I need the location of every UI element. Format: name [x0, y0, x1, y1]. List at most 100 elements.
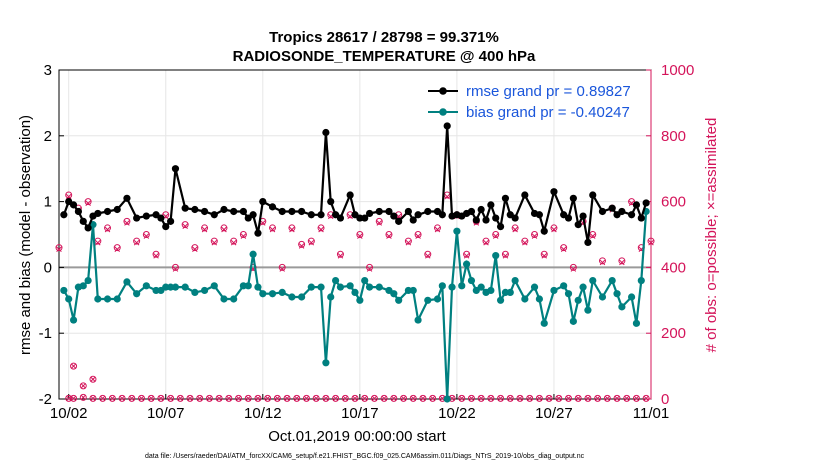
obs-x-stroke	[463, 253, 470, 259]
obs-x-stroke	[298, 243, 305, 249]
obs-assimilated-marker-low	[507, 395, 514, 402]
obs-assimilated-marker-low	[488, 395, 494, 402]
bias-point	[564, 290, 573, 298]
obs-x-stroke	[70, 395, 77, 402]
obs-x-stroke	[240, 233, 247, 239]
obs-possible-marker	[142, 231, 150, 238]
bias-point	[244, 282, 252, 290]
obs-assimilated-marker	[153, 253, 159, 259]
obs-x-stroke	[264, 395, 271, 402]
obs-possible-marker-low	[613, 394, 621, 402]
y-axis-label: rmse and bias (model - observation)	[17, 115, 34, 355]
obs-possible-marker	[404, 237, 412, 245]
obs-possible-marker	[70, 362, 78, 370]
obs-x-stroke	[619, 259, 625, 266]
obs-possible-marker-low	[293, 394, 301, 402]
bias-point	[336, 283, 345, 291]
rmse-point	[535, 211, 543, 219]
obs-assimilated-marker-low	[70, 395, 77, 402]
obs-assimilated-marker	[619, 259, 625, 266]
rmse-point	[443, 122, 451, 130]
obs-assimilated-marker	[192, 246, 198, 253]
bias-point	[579, 283, 587, 291]
bias-point	[569, 317, 577, 325]
obs-x-stroke	[551, 226, 557, 233]
obs-possible-marker-low	[477, 394, 485, 402]
obs-possible-marker	[104, 224, 112, 232]
rmse-point	[171, 165, 180, 173]
obs-assimilated-marker-low	[361, 395, 368, 402]
rmse-point	[220, 205, 228, 214]
obs-x-stroke	[594, 395, 601, 402]
obs-x-stroke	[492, 233, 499, 239]
rmse-point	[540, 227, 548, 235]
obs-assimilated-marker-low	[264, 395, 271, 402]
bias-point	[521, 295, 529, 303]
obs-x-stroke	[410, 395, 416, 402]
rmse-point	[142, 212, 150, 220]
obs-possible-marker-low	[565, 394, 573, 402]
obs-x-stroke	[284, 395, 290, 402]
obs-x-stroke	[90, 376, 96, 383]
obs-possible-marker-low	[205, 394, 213, 402]
obs-possible-marker-low	[419, 394, 427, 402]
obs-assimilated-marker-low	[65, 395, 72, 402]
rmse-point	[167, 217, 175, 225]
obs-x-stroke	[536, 395, 543, 402]
rmse-point	[307, 211, 315, 219]
obs-assimilated-marker	[463, 253, 470, 259]
obs-x-stroke	[531, 233, 538, 239]
obs-possible-marker-low	[137, 394, 145, 402]
obs-x-stroke	[289, 226, 295, 233]
obs-assimilated-marker-low	[167, 395, 174, 402]
rmse-point	[574, 221, 582, 229]
bias-point	[453, 227, 461, 235]
rmse-point	[84, 224, 92, 232]
obs-x-stroke	[182, 223, 188, 230]
obs-assimilated-marker	[104, 226, 111, 233]
bias-point	[288, 293, 296, 301]
obs-possible-marker-low	[235, 394, 243, 402]
obs-assimilated-marker	[376, 220, 383, 226]
rmse-point	[569, 194, 577, 202]
obs-x-stroke	[90, 395, 96, 402]
bias-point	[438, 282, 446, 290]
obs-assimilated-marker-low	[138, 395, 145, 402]
obs-assimilated-marker-low	[410, 395, 416, 402]
obs-assimilated-marker	[405, 239, 412, 246]
obs-x-stroke	[153, 253, 159, 259]
obs-possible-marker-low	[361, 394, 369, 402]
rmse-point	[589, 191, 597, 199]
obs-x-stroke	[138, 395, 145, 402]
bias-point	[496, 296, 505, 304]
rmse-point	[103, 207, 112, 216]
obs-assimilated-marker	[318, 226, 324, 233]
obs-possible-marker-low	[225, 394, 233, 402]
obs-possible-marker-low	[186, 394, 194, 402]
obs-assimilated-marker-low	[429, 395, 436, 402]
bias-point	[443, 395, 451, 403]
obs-assimilated-marker-low	[303, 395, 310, 402]
obs-possible-marker-low	[273, 394, 281, 402]
obs-x-stroke	[546, 395, 552, 402]
obs-possible-marker	[356, 231, 364, 238]
bias-point	[467, 276, 476, 285]
obs-possible-marker-low	[312, 394, 320, 402]
obs-possible-marker	[201, 224, 209, 232]
obs-assimilated-marker	[65, 193, 72, 200]
obs-assimilated-marker-low	[556, 395, 562, 402]
x-tick-label: 10/12	[244, 405, 282, 422]
bias-point	[463, 260, 471, 268]
obs-possible-marker-low	[555, 394, 563, 402]
bias-point	[133, 290, 141, 298]
obs-assimilated-marker-low	[565, 395, 572, 402]
obs-x-stroke	[313, 395, 319, 402]
rmse-point	[395, 217, 403, 225]
rmse-point	[123, 194, 131, 202]
obs-possible-marker-low	[283, 394, 291, 402]
obs-possible-marker-low	[332, 394, 340, 402]
chart-title: Tropics 28617 / 28798 = 99.371%	[269, 29, 499, 46]
obs-x-stroke	[95, 239, 101, 246]
obs-x-stroke	[187, 395, 193, 402]
obs-assimilated-marker-low	[517, 395, 523, 402]
